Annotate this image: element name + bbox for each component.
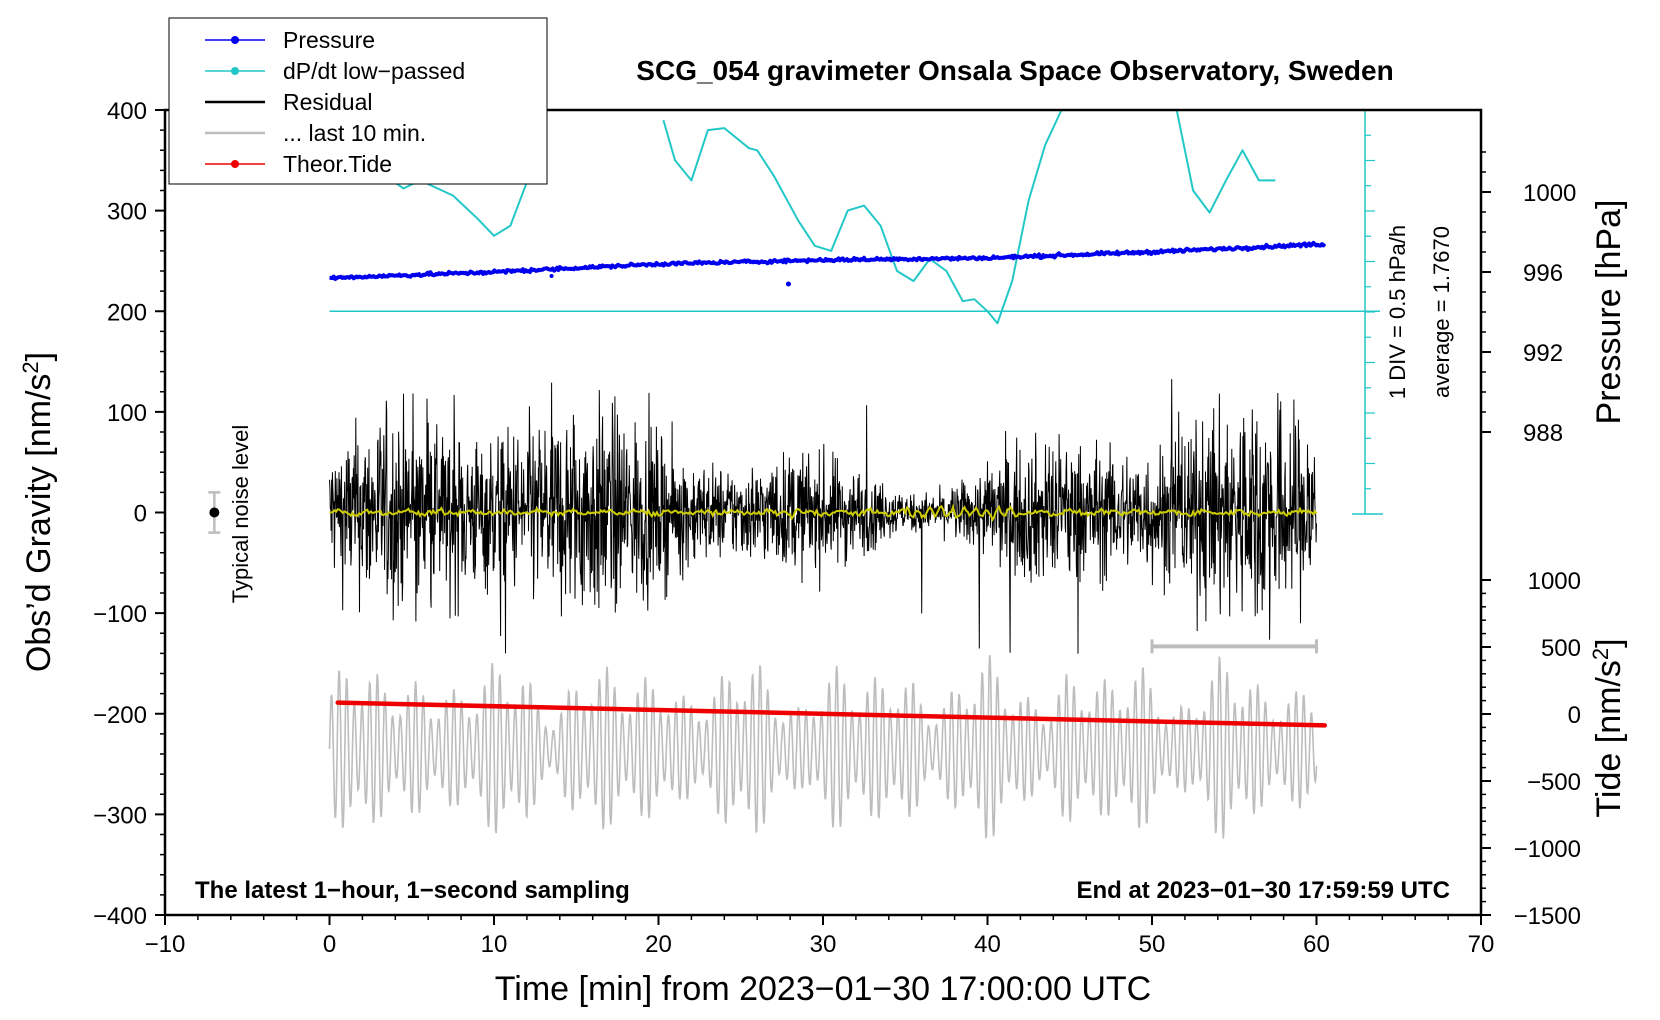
y-tick-label: −400 <box>93 903 147 930</box>
y-tick-label: 300 <box>107 199 147 226</box>
pressure-div-annotation: 1 DIV = 0.5 hPa/h <box>1385 225 1410 399</box>
tide-tick-label: 1000 <box>1528 568 1581 595</box>
x-tick-label: 70 <box>1468 931 1495 958</box>
tide-tick-label: 0 <box>1568 702 1581 729</box>
x-tick-label: 10 <box>481 931 508 958</box>
residual-series <box>329 379 1317 654</box>
legend: Pressure dP/dt low−passed Residual ... l… <box>168 17 548 185</box>
pressure-tick-label: 992 <box>1523 340 1563 367</box>
end-time-note: End at 2023−01−30 17:59:59 UTC <box>1076 877 1450 904</box>
x-tick-label: 0 <box>323 931 336 958</box>
legend-label-pressure: Pressure <box>283 27 375 53</box>
x-axis-label: Time [min] from 2023−01−30 17:00:00 UTC <box>495 970 1151 1008</box>
y-tick-label: 200 <box>107 299 147 326</box>
x-tick-label: −10 <box>145 931 186 958</box>
y-tick-label: 0 <box>134 501 147 528</box>
tide-tick-label: −500 <box>1527 769 1581 796</box>
legend-label-tide: Theor.Tide <box>283 151 392 177</box>
noise-level-point <box>209 507 220 518</box>
dpdt-curve-segment-3 <box>1175 109 1276 214</box>
pressure-tick-label: 1000 <box>1523 180 1576 207</box>
y-axis-label: Obs’d Gravity [nm/s2] <box>18 352 58 672</box>
legend-label-last10: ... last 10 min. <box>283 120 426 146</box>
x-tick-label: 50 <box>1139 931 1166 958</box>
last10min-series <box>328 655 1318 839</box>
tide-tick-label: −1000 <box>1514 836 1581 863</box>
residual-lowpass-series <box>329 503 1318 522</box>
x-tick-label: 40 <box>974 931 1001 958</box>
pressure-tick-label: 988 <box>1523 420 1563 447</box>
noise-level-annotation: Typical noise level <box>228 425 253 604</box>
y-tick-label: −300 <box>93 802 147 829</box>
tide-tick-label: 500 <box>1541 635 1581 662</box>
tide-series <box>335 700 1327 728</box>
pressure-axis-label: Pressure [hPa] <box>1590 200 1628 425</box>
pressure-outlier-point <box>549 274 554 278</box>
latest-hour-note: The latest 1−hour, 1−second sampling <box>195 877 630 904</box>
y-tick-label: 100 <box>107 400 147 427</box>
tide-tick-label: −1500 <box>1514 903 1581 930</box>
legend-label-dpdt: dP/dt low−passed <box>283 58 465 84</box>
y-tick-label: 400 <box>107 98 147 125</box>
pressure-tick-label: 996 <box>1523 260 1563 287</box>
pressure-average-annotation: average = 1.7670 <box>1429 226 1454 398</box>
x-tick-label: 60 <box>1303 931 1330 958</box>
tide-axis-label: Tide [nm/s2] <box>1588 638 1628 817</box>
pressure-series <box>328 240 1327 281</box>
chart-title: SCG_054 gravimeter Onsala Space Observat… <box>636 55 1393 86</box>
x-tick-label: 20 <box>645 931 672 958</box>
legend-marker-pressure <box>231 36 239 44</box>
legend-marker-tide <box>231 160 239 168</box>
legend-label-residual: Residual <box>283 89 373 115</box>
x-tick-label: 30 <box>810 931 837 958</box>
y-tick-label: −200 <box>93 702 147 729</box>
legend-marker-dpdt <box>231 67 239 75</box>
dpdt-curve-segment-2 <box>662 109 1063 325</box>
pressure-outlier-point <box>785 281 791 287</box>
y-tick-label: −100 <box>93 601 147 628</box>
